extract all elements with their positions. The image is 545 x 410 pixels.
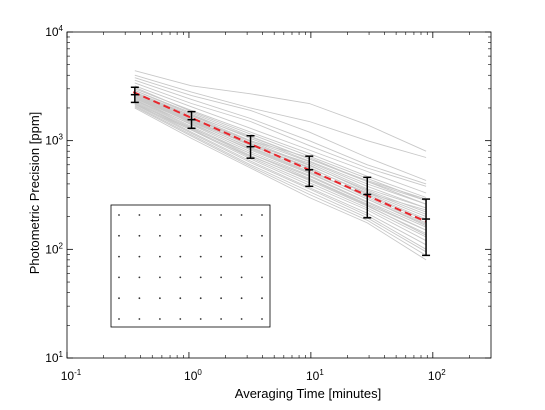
x-tick-label: 10-1: [61, 368, 82, 383]
inset-star: [199, 276, 202, 279]
star-curve: [134, 70, 427, 152]
star-curve: [134, 93, 427, 200]
star-curve: [134, 82, 427, 187]
inset-star: [159, 318, 161, 320]
star-curve: [134, 98, 427, 231]
star-curve: [134, 104, 427, 250]
star-curve: [134, 79, 427, 185]
errorbar-group: [130, 86, 431, 257]
inset-star: [118, 234, 120, 237]
inset-star: [240, 297, 243, 300]
inset-star: [261, 234, 263, 237]
star-curves: [134, 70, 427, 261]
star-curve: [134, 89, 427, 205]
star-curve: [134, 103, 427, 246]
plot-frame: [66, 31, 492, 359]
x-axis-label: Averaging Time [minutes]: [235, 386, 381, 401]
inset-star: [199, 255, 202, 258]
inset-star: [261, 297, 263, 300]
star-curve: [134, 106, 427, 256]
inset-star: [138, 255, 141, 258]
inset-star: [118, 318, 120, 320]
inset-star: [179, 234, 182, 237]
star-curve: [134, 77, 427, 181]
inset-star: [199, 297, 202, 300]
inset-star: [240, 214, 243, 216]
inset-star: [261, 214, 263, 216]
star-curve: [134, 93, 427, 213]
inset-star: [118, 297, 120, 300]
inset-star: [220, 297, 223, 300]
star-curve: [134, 88, 427, 198]
inset-star: [138, 234, 141, 237]
inset-star: [199, 214, 202, 216]
inset-star: [220, 214, 223, 216]
inset-star: [240, 255, 243, 258]
inset-star: [179, 214, 182, 216]
inset-star: [138, 318, 141, 320]
star-curve: [134, 74, 427, 158]
x-tick-label: 101: [306, 368, 324, 383]
inset-star: [179, 255, 182, 258]
inset-star: [261, 276, 263, 279]
inset-star: [261, 255, 263, 258]
inset-star: [199, 318, 202, 320]
fit-line-group: [132, 91, 427, 223]
y-tick-label: 104: [45, 24, 63, 39]
inset-star: [220, 318, 223, 320]
y-axis-label: Photometric Precision [ppm]: [27, 112, 42, 275]
inset-star: [261, 318, 263, 320]
inset-star-field: [110, 204, 271, 328]
star-curve: [134, 104, 427, 236]
inset-star: [220, 234, 223, 237]
inset-star: [138, 297, 141, 300]
fit-line: [132, 91, 427, 223]
inset-frame: [110, 204, 271, 328]
inset-star: [159, 255, 161, 258]
inset-star: [159, 276, 161, 279]
inset-star: [179, 276, 182, 279]
star-curve: [134, 105, 427, 253]
inset-star: [179, 318, 182, 320]
inset-star: [179, 297, 182, 300]
axes: 10-1 100 101 102 101 102 103 104: [45, 24, 492, 383]
star-curve: [134, 85, 427, 194]
inset-star: [240, 234, 243, 237]
inset-star: [220, 276, 223, 279]
star-curve: [134, 99, 427, 227]
x-tick-label: 102: [428, 368, 446, 383]
inset-star: [240, 318, 243, 320]
star-curve: [134, 103, 427, 231]
inset-star: [159, 297, 161, 300]
inset-star: [159, 234, 161, 237]
inset-star: [220, 255, 223, 258]
star-curve: [134, 107, 427, 261]
inset-star: [118, 255, 120, 258]
inset-star: [138, 276, 141, 279]
inset-star: [118, 276, 120, 279]
inset-star: [240, 276, 243, 279]
y-tick-label: 102: [45, 241, 63, 256]
star-curve: [134, 86, 427, 202]
inset-star: [159, 214, 161, 216]
star-curve: [134, 97, 427, 224]
star-curve: [134, 89, 427, 205]
y-tick-label: 101: [45, 350, 63, 365]
inset-star: [199, 234, 202, 237]
inset-star: [138, 214, 141, 216]
inset-star: [118, 214, 120, 216]
y-tick-label: 103: [45, 133, 63, 148]
x-tick-label: 100: [184, 368, 202, 383]
